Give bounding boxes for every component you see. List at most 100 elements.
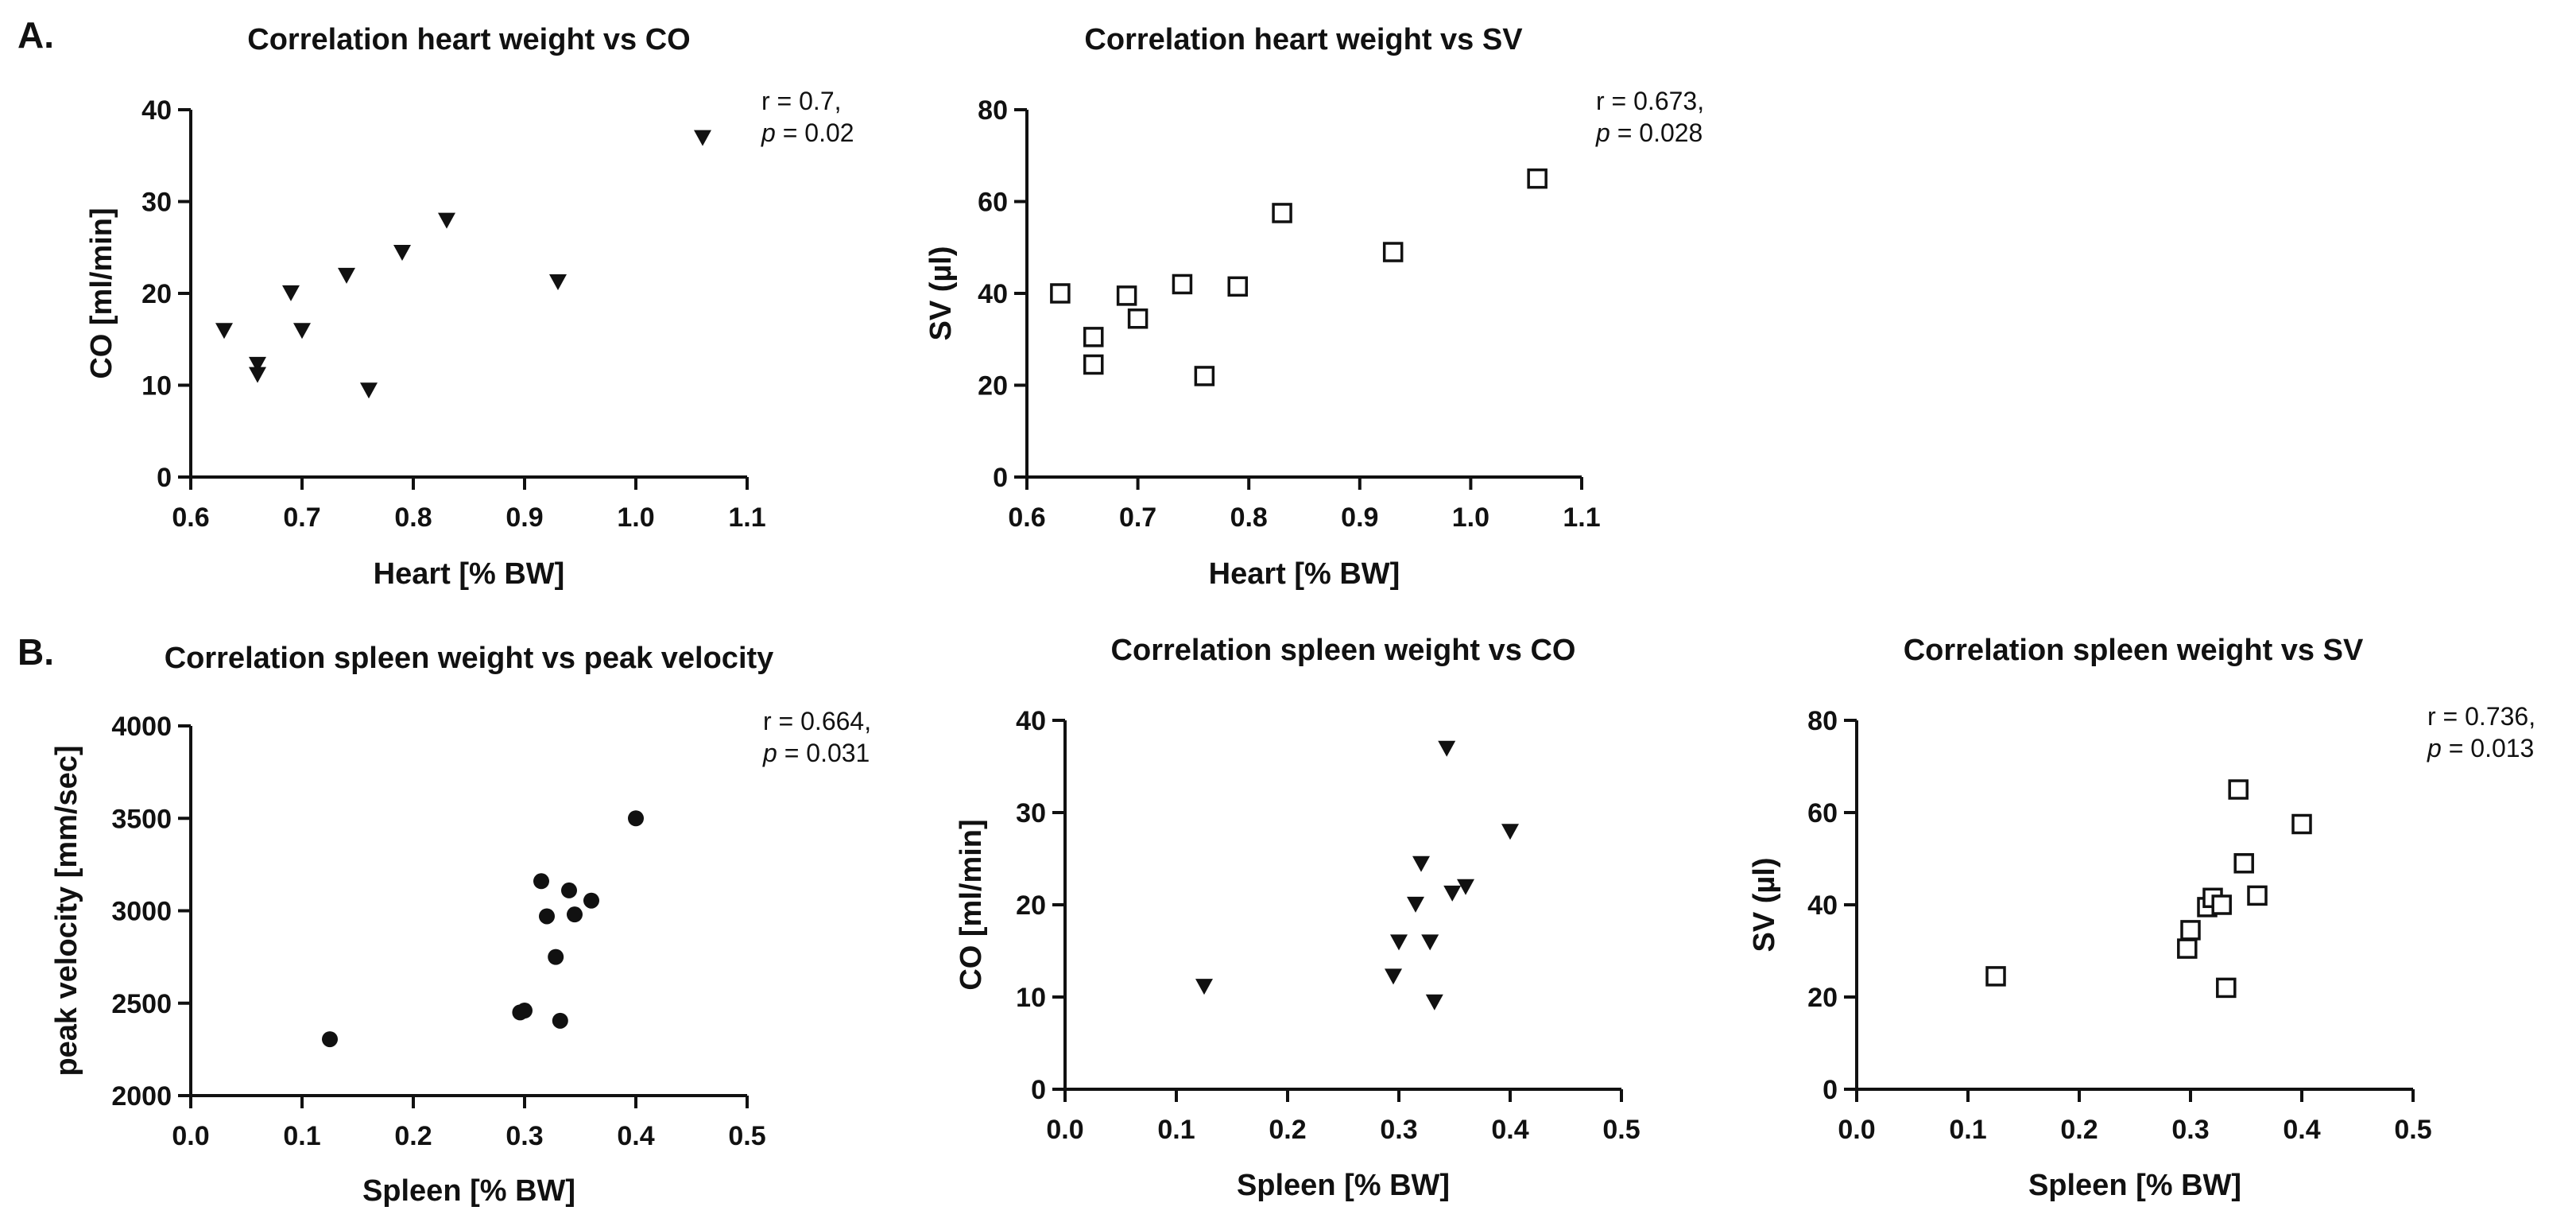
x-tick-label: 0.0 xyxy=(1838,1115,1875,1145)
y-tick-label: 40 xyxy=(1807,890,1838,921)
data-point xyxy=(249,367,266,383)
panel-label-b: B. xyxy=(17,631,54,673)
correlation-p: p = 0.013 xyxy=(2427,734,2534,762)
x-tick-label: 0.8 xyxy=(1230,502,1268,533)
x-tick-label: 0.7 xyxy=(283,502,320,533)
x-axis-label: Spleen [% BW] xyxy=(1237,1169,1450,1202)
data-point xyxy=(1985,966,2006,987)
data-point xyxy=(1412,855,1430,872)
chart-title: Correlation spleen weight vs SV xyxy=(1904,634,2364,667)
x-tick-label: 0.3 xyxy=(506,1121,543,1151)
x-tick-label: 0.0 xyxy=(172,1121,209,1151)
data-point xyxy=(694,130,711,146)
data-point xyxy=(393,245,411,262)
x-tick-label: 0.0 xyxy=(1046,1115,1083,1145)
y-tick-label: 2000 xyxy=(111,1081,172,1112)
y-tick-label: 30 xyxy=(141,188,172,218)
correlation-p: p = 0.028 xyxy=(1595,118,1702,147)
y-tick-label: 0 xyxy=(993,463,1008,493)
chart-5: Correlation spleen weight vs SV 0 20 40 60 80… xyxy=(1748,634,2535,1202)
x-tick-label: 0.2 xyxy=(2060,1115,2098,1145)
x-tick-label: 0.7 xyxy=(1119,502,1156,533)
data-point xyxy=(549,274,567,290)
x-tick-label: 0.9 xyxy=(1341,502,1378,533)
data-point xyxy=(1227,276,1248,297)
x-tick-label: 0.2 xyxy=(1269,1115,1306,1145)
y-tick-label: 40 xyxy=(1016,706,1046,736)
chart-3: Correlation spleen weight vs peak veloci… xyxy=(50,642,871,1208)
data-point xyxy=(249,356,266,373)
data-point xyxy=(2216,977,2237,999)
data-point xyxy=(1407,896,1424,913)
data-point xyxy=(1050,283,1071,304)
x-tick-label: 0.3 xyxy=(1380,1115,1417,1145)
x-tick-label: 0.2 xyxy=(394,1121,432,1151)
x-tick-label: 0.4 xyxy=(617,1121,654,1151)
data-point xyxy=(293,323,311,339)
data-point xyxy=(1390,934,1408,951)
data-point xyxy=(1425,994,1443,1011)
data-point xyxy=(322,1031,338,1048)
y-tick-label: 10 xyxy=(141,371,172,402)
data-point xyxy=(1127,308,1149,329)
data-point xyxy=(1083,354,1104,375)
y-tick-label: 3500 xyxy=(111,804,172,834)
data-point xyxy=(1382,242,1404,262)
data-point xyxy=(1195,979,1213,995)
x-tick-label: 1.1 xyxy=(728,502,765,533)
x-axis-label: Spleen [% BW] xyxy=(362,1174,575,1208)
correlation-p: p = 0.031 xyxy=(762,739,870,767)
data-point xyxy=(2211,894,2232,915)
y-tick-label: 40 xyxy=(141,95,172,126)
data-point xyxy=(533,873,549,890)
data-point xyxy=(1172,274,1193,295)
y-tick-label: 20 xyxy=(978,371,1008,402)
x-axis-label: Spleen [% BW] xyxy=(2028,1169,2241,1202)
y-tick-label: 20 xyxy=(1016,890,1046,921)
data-point xyxy=(548,949,564,965)
y-tick-label: 60 xyxy=(978,188,1008,218)
data-point xyxy=(1438,740,1456,757)
x-tick-label: 0.6 xyxy=(172,502,209,533)
y-tick-label: 20 xyxy=(1807,983,1838,1013)
y-tick-label: 3000 xyxy=(111,897,172,927)
x-tick-label: 0.5 xyxy=(1602,1115,1640,1145)
x-tick-label: 1.0 xyxy=(617,502,654,533)
data-point xyxy=(1527,168,1548,189)
y-tick-label: 2500 xyxy=(111,989,172,1019)
data-point xyxy=(1083,327,1104,347)
data-point xyxy=(1385,968,1402,985)
data-point xyxy=(1421,934,1439,951)
data-point xyxy=(628,810,644,827)
data-point xyxy=(583,892,599,909)
data-point xyxy=(438,212,455,229)
data-point xyxy=(282,285,300,301)
data-point xyxy=(1116,285,1137,306)
x-axis-label: Heart [% BW] xyxy=(1209,557,1400,591)
y-tick-label: 80 xyxy=(1807,706,1838,736)
chart-2: Correlation heart weight vs SV 0 20 40 60 80 0… xyxy=(924,23,1704,591)
x-tick-label: 0.9 xyxy=(506,502,543,533)
y-tick-label: 30 xyxy=(1016,798,1046,828)
y-axis-label: SV (µl) xyxy=(924,246,958,340)
data-point xyxy=(552,1012,568,1029)
x-tick-label: 0.1 xyxy=(283,1121,320,1151)
y-tick-label: 4000 xyxy=(111,712,172,742)
data-point xyxy=(1194,366,1215,386)
chart-4: Correlation spleen weight vs CO 0 10 20 30 40… xyxy=(955,634,1641,1202)
data-point xyxy=(2177,938,2198,959)
data-point xyxy=(1272,203,1292,223)
y-tick-label: 20 xyxy=(141,279,172,309)
x-tick-label: 0.1 xyxy=(1157,1115,1195,1145)
correlation-p: p = 0.02 xyxy=(761,118,854,147)
data-point xyxy=(567,906,583,923)
data-point xyxy=(561,882,577,898)
y-tick-label: 40 xyxy=(978,279,1008,309)
data-point xyxy=(1501,824,1519,840)
data-point xyxy=(2233,853,2254,874)
chart-title: Correlation heart weight vs CO xyxy=(247,23,690,56)
data-point xyxy=(360,382,378,399)
y-tick-label: 0 xyxy=(1823,1075,1838,1105)
x-tick-label: 1.0 xyxy=(1452,502,1489,533)
